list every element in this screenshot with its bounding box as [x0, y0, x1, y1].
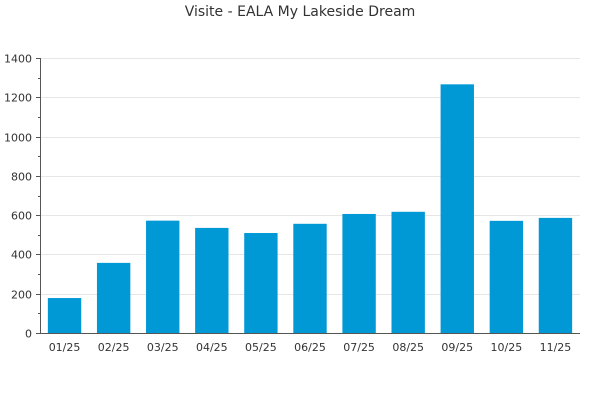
x-tick-labels: 01/25 02/25 03/25 04/25 05/25 06/25 07/25 08/25… [49, 341, 572, 354]
bar-10-25 [489, 220, 524, 333]
bar-09-25 [440, 84, 474, 333]
x-tick-label: 10/25 [491, 341, 523, 354]
y-tick-label: 800 [11, 171, 32, 184]
y-tick-label: 1400 [4, 53, 32, 66]
x-tick-label: 07/25 [343, 341, 375, 354]
y-tick-labels: 0 200 400 600 800 1000 1200 1400 [4, 53, 32, 341]
x-tick-label: 08/25 [392, 341, 424, 354]
bars [47, 84, 573, 334]
x-tick-label: 11/25 [540, 341, 572, 354]
x-tick-label: 02/25 [98, 341, 130, 354]
y-tick-label: 0 [25, 328, 32, 341]
y-tick-label: 600 [11, 210, 32, 223]
bar-02-25 [96, 262, 131, 334]
x-tick-label: 09/25 [441, 341, 473, 354]
x-tick-label: 01/25 [49, 341, 81, 354]
bar-03-25 [146, 220, 180, 333]
x-tick-label: 05/25 [245, 341, 277, 354]
y-tick-label: 1200 [4, 92, 32, 105]
grid-lines [40, 58, 580, 295]
bar-06-25 [293, 223, 327, 333]
y-tick-label: 1000 [4, 132, 32, 145]
x-tick-label: 06/25 [294, 341, 326, 354]
x-tick-label: 04/25 [196, 341, 228, 354]
bar-04-25 [195, 227, 229, 333]
x-tick-label: 03/25 [147, 341, 179, 354]
y-tick-label: 200 [11, 289, 32, 302]
bar-08-25 [391, 211, 425, 333]
chart-title: Visite - EALA My Lakeside Dream [185, 4, 416, 20]
bar-05-25 [244, 233, 278, 333]
y-tick-label: 400 [11, 249, 32, 262]
bar-11-25 [538, 217, 573, 333]
bar-07-25 [342, 213, 376, 333]
axes [36, 58, 580, 334]
bar-01-25 [47, 298, 82, 333]
